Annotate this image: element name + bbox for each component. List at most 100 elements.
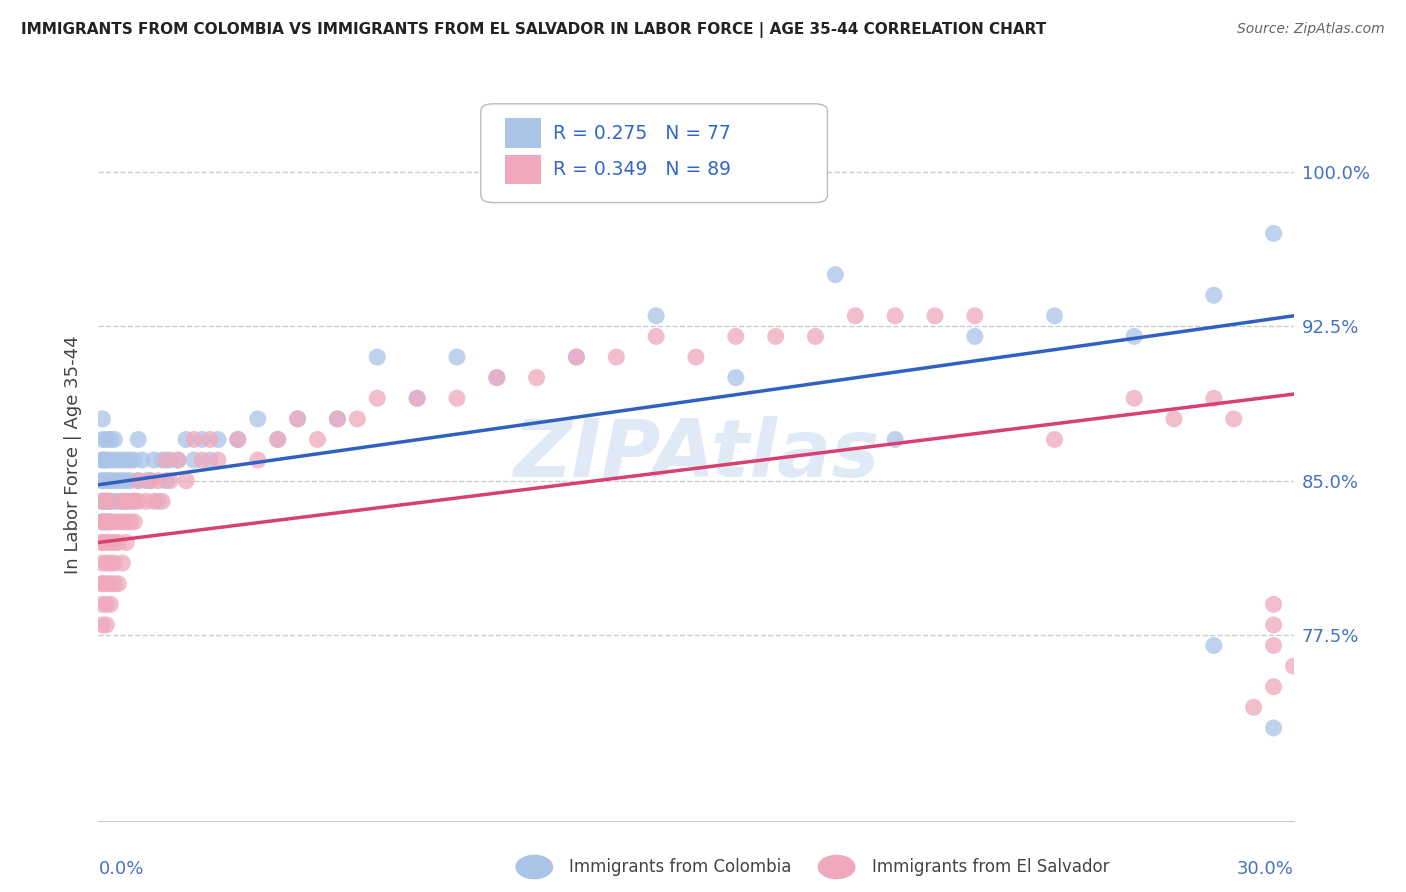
Point [91,494,114,508]
Point [346,412,368,426]
Point [1263,618,1285,632]
Point [226,433,249,447]
Text: Immigrants from Colombia: Immigrants from Colombia [569,858,792,876]
Point [98,494,122,508]
Point [107,474,129,488]
Point [96,618,118,632]
Point [124,494,146,508]
Y-axis label: In Labor Force | Age 35-44: In Labor Force | Age 35-44 [65,335,83,574]
Point [287,412,309,426]
Point [115,474,138,488]
Point [96,515,118,529]
Point [1263,597,1285,611]
Point [96,474,118,488]
Point [1123,329,1146,343]
Point [96,535,118,549]
Point [103,433,125,447]
Point [91,453,114,467]
Point [96,515,118,529]
Point [107,453,129,467]
Point [884,309,907,323]
Point [98,597,122,611]
Text: R = 0.349   N = 89: R = 0.349 N = 89 [553,161,731,179]
Point [98,474,122,488]
Text: Immigrants from El Salvador: Immigrants from El Salvador [872,858,1109,876]
Point [307,433,329,447]
Point [191,453,214,467]
Point [91,576,114,591]
Point [366,350,388,364]
Point [96,494,118,508]
Text: Source: ZipAtlas.com: Source: ZipAtlas.com [1237,22,1385,37]
Point [96,453,118,467]
Point [135,494,157,508]
Point [120,515,142,529]
Point [115,535,138,549]
Point [91,453,114,467]
Point [143,453,166,467]
Point [91,515,114,529]
Point [91,474,114,488]
Point [98,494,122,508]
Point [645,329,668,343]
Point [565,350,588,364]
Point [159,453,181,467]
Point [924,309,946,323]
Point [139,474,162,488]
Point [406,391,429,405]
Point [824,268,846,282]
Point [446,391,468,405]
Point [91,515,114,529]
Point [287,412,309,426]
FancyBboxPatch shape [481,103,828,202]
Point [96,494,118,508]
Point [107,494,129,508]
Point [120,453,142,467]
Point [96,556,118,570]
Point [267,433,290,447]
Point [198,433,221,447]
Point [111,515,134,529]
Point [207,433,229,447]
Point [167,453,190,467]
Point [98,515,122,529]
Text: 0.0%: 0.0% [98,860,143,878]
Point [1243,700,1265,714]
Point [103,453,125,467]
Point [91,433,114,447]
Point [127,474,149,488]
Point [246,412,269,426]
Point [246,453,269,467]
Point [150,494,173,508]
Point [120,474,142,488]
Point [91,412,114,426]
Point [124,494,146,508]
Point [107,515,129,529]
Point [226,433,249,447]
Point [198,453,221,467]
Point [1223,412,1246,426]
Point [207,453,229,467]
Point [91,618,114,632]
Point [115,494,138,508]
Point [1263,227,1285,241]
Text: R = 0.275   N = 77: R = 0.275 N = 77 [553,124,731,143]
Point [103,474,125,488]
Point [167,453,190,467]
Point [107,576,129,591]
Point [111,494,134,508]
Point [485,370,508,384]
Point [1043,433,1066,447]
Point [406,391,429,405]
Point [98,535,122,549]
Point [115,515,138,529]
Point [1202,391,1225,405]
Point [1263,721,1285,735]
Point [98,556,122,570]
Point [174,474,197,488]
Point [98,576,122,591]
Point [884,433,907,447]
Point [127,474,149,488]
Point [267,433,290,447]
Point [91,535,114,549]
